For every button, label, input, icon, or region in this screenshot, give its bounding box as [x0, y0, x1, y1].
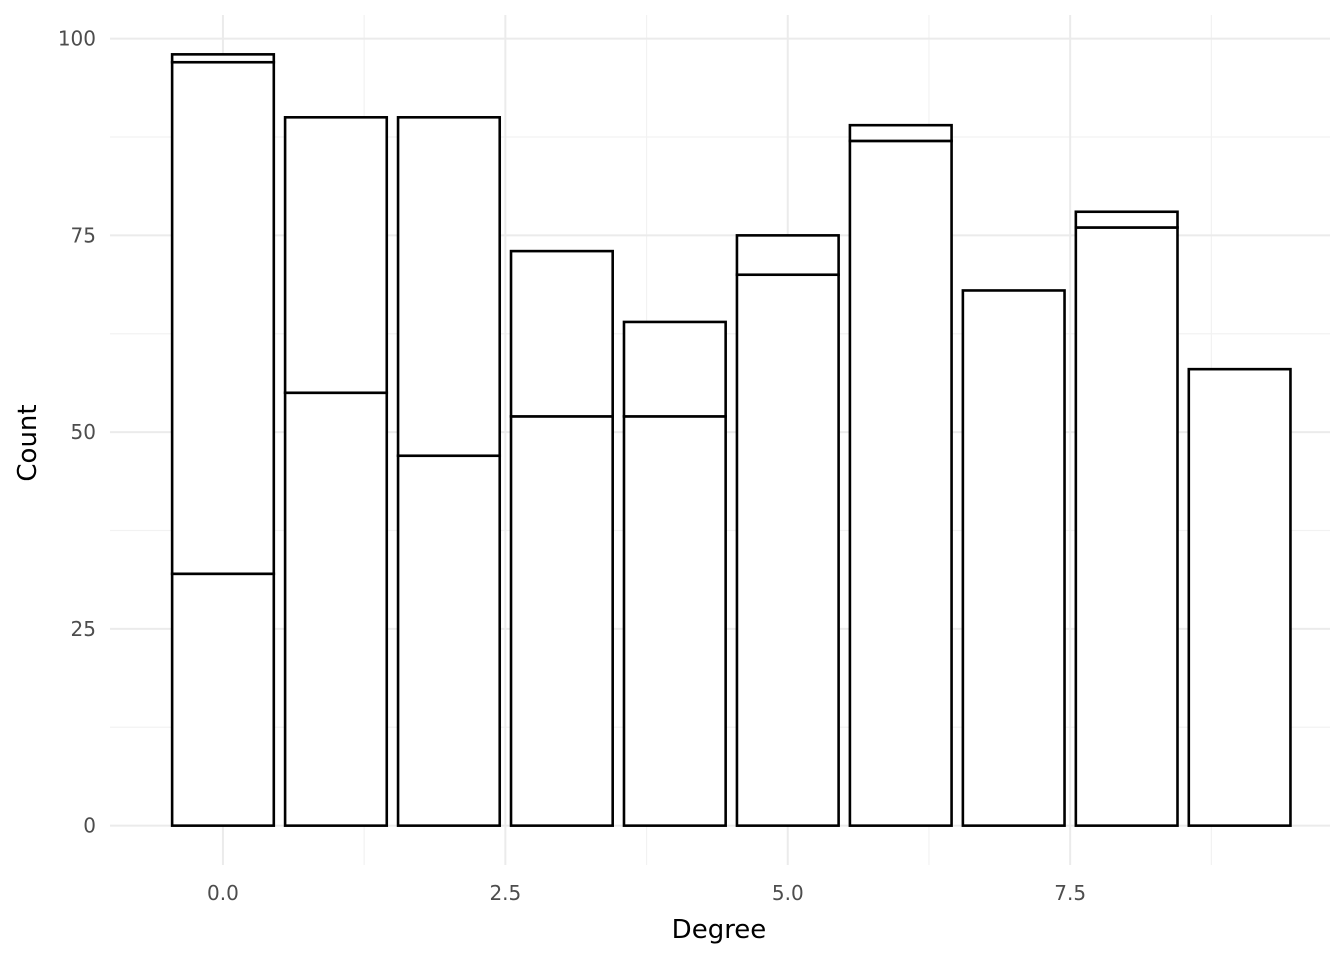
bar-segment: [848, 123, 953, 143]
bar-segment: [170, 53, 276, 64]
x-tick-label: 2.5: [489, 881, 521, 905]
bar-segment: [735, 273, 840, 827]
bar-segment: [396, 454, 502, 827]
bar-segment: [170, 60, 276, 576]
x-tick-label: 0.0: [207, 881, 239, 905]
bar-segment: [961, 289, 1066, 827]
y-tick-label: 0: [83, 814, 96, 838]
y-tick-label: 75: [71, 223, 96, 247]
x-tick-label: 7.5: [1054, 881, 1086, 905]
y-tick-labels: 0 25 50 75 100: [58, 27, 96, 838]
bar-segment: [1187, 367, 1292, 827]
x-tick-labels: 0.0 2.5 5.0 7.5: [207, 881, 1086, 905]
bar-segment: [396, 116, 502, 458]
bar-segment: [170, 572, 276, 827]
bar-segment: [1074, 210, 1179, 229]
bar-segment: [622, 320, 727, 418]
x-axis-title: Degree: [672, 915, 767, 945]
bars: [170, 53, 1292, 827]
bar-segment: [735, 234, 840, 277]
y-tick-label: 100: [58, 27, 96, 51]
x-tick-label: 5.0: [772, 881, 804, 905]
y-axis-title: Count: [13, 404, 43, 481]
y-tick-label: 50: [71, 420, 96, 444]
bar-segment: [509, 249, 614, 418]
bar-segment: [848, 139, 953, 827]
bar-segment: [622, 415, 727, 827]
y-tick-label: 25: [71, 617, 96, 641]
bar-segment: [1074, 226, 1179, 827]
bar-segment: [509, 415, 614, 827]
bar-segment: [283, 391, 389, 827]
bar-segment: [283, 116, 389, 395]
